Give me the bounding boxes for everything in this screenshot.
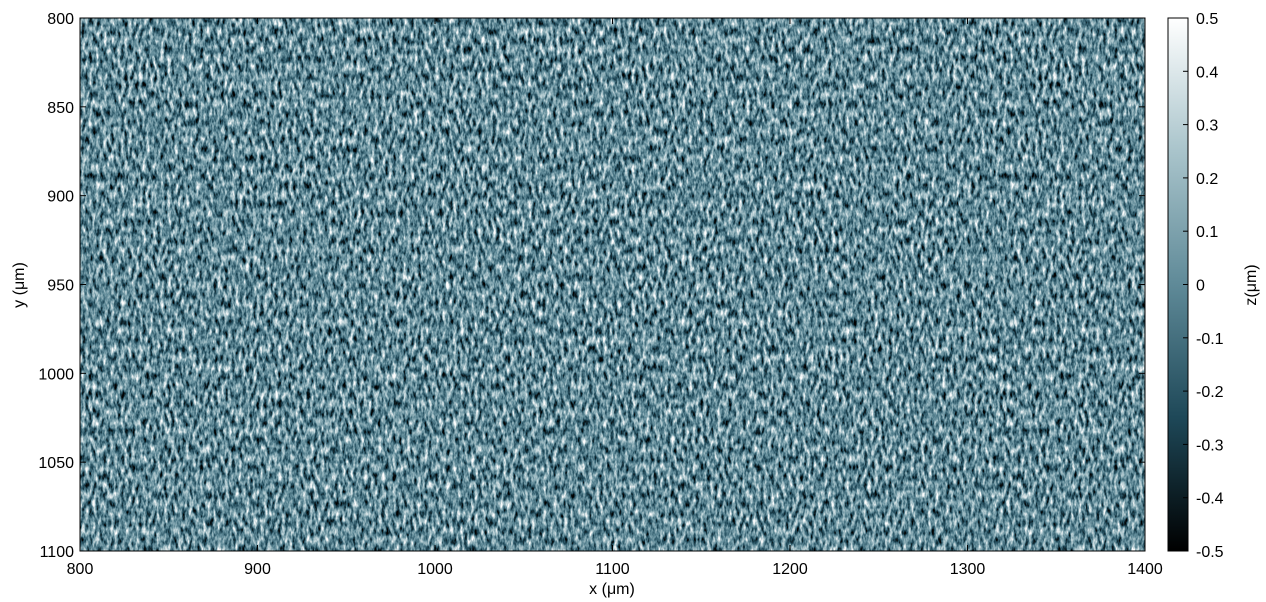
x-tick-label: 900 (244, 561, 271, 578)
x-tick-label: 1000 (417, 561, 453, 578)
colorbar-tick-label: -0.1 (1196, 331, 1224, 348)
colorbar-tick-label: -0.5 (1196, 544, 1224, 561)
colorbar-tick-label: 0.2 (1196, 171, 1218, 188)
colorbar-tick-label: 0 (1196, 278, 1205, 295)
y-tick-label: 850 (47, 100, 74, 117)
y-tick-label: 1050 (38, 455, 74, 472)
colorbar-tick-label: -0.3 (1196, 437, 1224, 454)
x-tick-label: 800 (67, 561, 94, 578)
y-axis-title: y (μm) (11, 262, 28, 308)
colorbar-tick-label: 0.1 (1196, 224, 1218, 241)
colorbar-tick-label: -0.4 (1196, 491, 1224, 508)
y-tick-label: 800 (47, 11, 74, 28)
y-tick-label: 1000 (38, 366, 74, 383)
x-tick-label: 1400 (1127, 561, 1163, 578)
y-tick-label: 1100 (40, 544, 75, 561)
colorbar-tick-label: -0.2 (1196, 384, 1224, 401)
colorbar-tick-label: 0.3 (1196, 118, 1218, 135)
x-axis-title: x (μm) (589, 581, 635, 598)
x-tick-label: 1100 (595, 561, 630, 578)
surface-image (80, 18, 1145, 551)
y-tick-label: 950 (47, 278, 74, 295)
colorbar-tick-label: 0.5 (1196, 11, 1218, 28)
x-tick-label: 1300 (950, 561, 986, 578)
x-tick-label: 1200 (772, 561, 808, 578)
colorbar-tick-label: 0.4 (1196, 64, 1218, 81)
colorbar-title: z(μm) (1243, 264, 1260, 305)
y-tick-label: 900 (47, 189, 74, 206)
